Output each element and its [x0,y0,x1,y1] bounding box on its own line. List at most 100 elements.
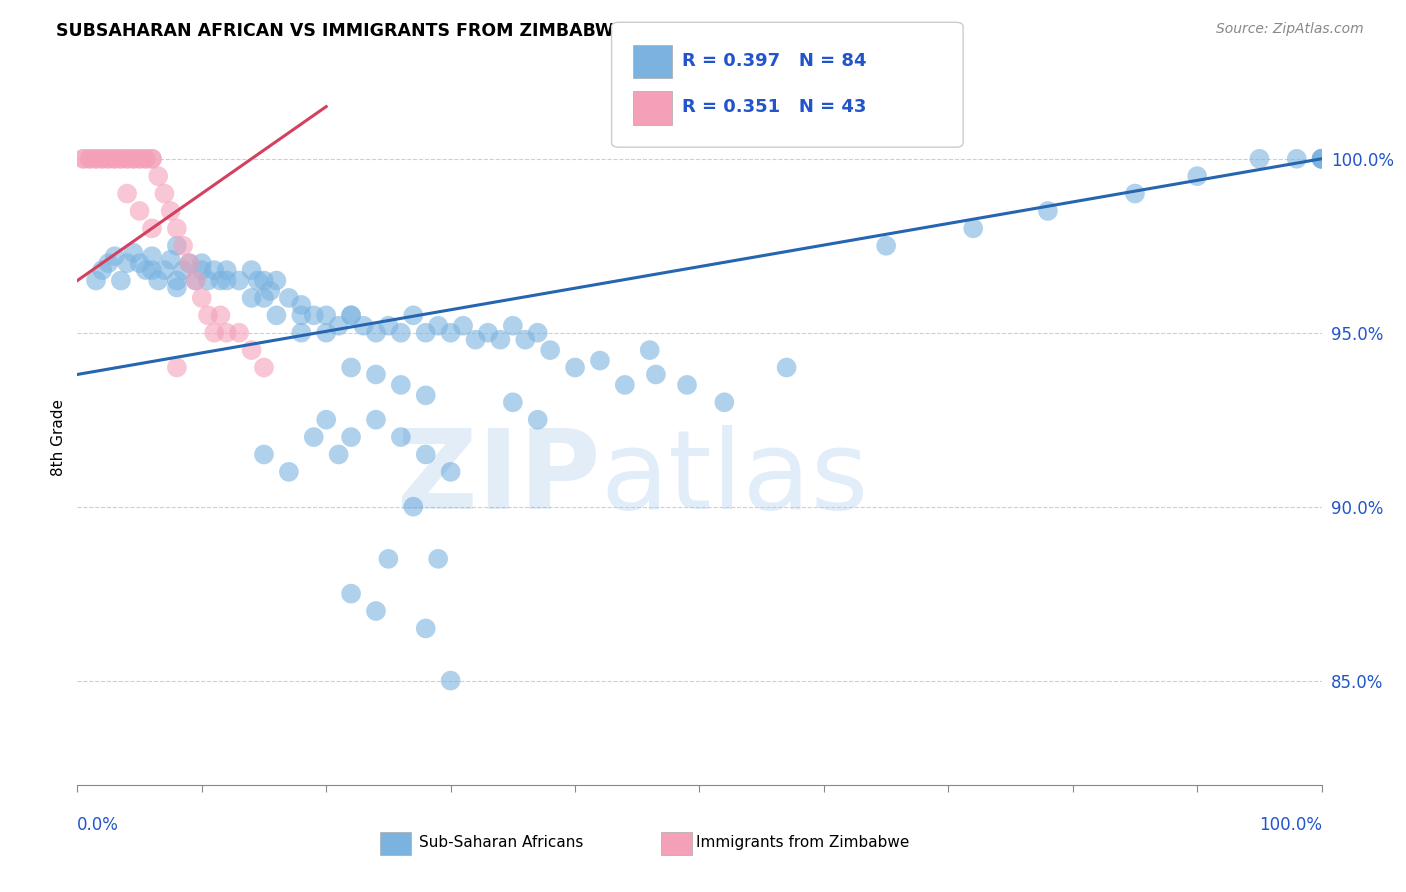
Point [875,239,897,253]
Point [122,245,145,260]
Point [439,673,461,688]
Point [402,500,425,514]
Point [427,552,450,566]
Point [159,204,181,219]
Point [1285,152,1308,166]
Point [191,256,214,270]
Point [538,343,561,358]
Point [364,326,387,340]
Point [253,274,276,288]
Point [290,326,312,340]
Point [315,309,337,323]
Point [464,333,486,347]
Point [166,360,188,375]
Point [104,249,127,263]
Point [228,326,250,340]
Point [315,326,337,340]
Point [1249,152,1271,166]
Point [79,152,101,166]
Point [191,291,214,305]
Point [184,274,207,288]
Point [104,152,127,166]
Point [328,318,350,333]
Point [277,291,299,305]
Point [141,249,163,263]
Point [290,309,312,323]
Point [240,343,263,358]
Point [290,298,312,312]
Point [389,326,412,340]
Point [153,263,176,277]
Point [110,274,132,288]
Point [166,239,188,253]
Point [253,448,276,462]
Point [1310,152,1333,166]
Point [1187,169,1209,184]
Point [340,309,363,323]
Point [259,284,281,298]
Point [202,263,225,277]
Point [91,263,114,277]
Point [1123,186,1146,201]
Point [515,333,537,347]
Point [775,360,797,375]
Point [202,326,225,340]
Text: ZIP: ZIP [396,425,600,533]
Text: Source: ZipAtlas.com: Source: ZipAtlas.com [1216,22,1364,37]
Point [328,448,350,462]
Point [115,152,138,166]
Point [91,152,114,166]
Point [364,413,387,427]
Point [197,309,219,323]
Point [115,186,138,201]
Point [1310,152,1333,166]
Point [526,326,548,340]
Point [128,152,150,166]
Point [1310,152,1333,166]
Text: R = 0.397   N = 84: R = 0.397 N = 84 [682,52,866,70]
Point [72,152,94,166]
Point [135,152,157,166]
Point [1036,204,1059,219]
Point [427,318,450,333]
Text: 0.0%: 0.0% [77,816,120,834]
Point [128,256,150,270]
Point [209,309,232,323]
Point [340,430,363,444]
Point [148,274,170,288]
Point [141,221,163,235]
Point [253,291,276,305]
Point [377,552,399,566]
Point [389,378,412,392]
Point [122,152,145,166]
Point [166,274,188,288]
Point [340,309,363,323]
Point [128,204,150,219]
Point [141,263,163,277]
Point [159,252,181,267]
Point [104,152,127,166]
Point [502,318,524,333]
Point [91,152,114,166]
Point [135,152,157,166]
Point [191,263,214,277]
Point [364,368,387,382]
Point [613,378,636,392]
Point [377,318,399,333]
Point [676,378,699,392]
Point [84,274,107,288]
Point [84,152,107,166]
Point [415,326,437,340]
Point [172,239,194,253]
Point [502,395,524,409]
Point [240,263,263,277]
Point [302,430,325,444]
Point [141,152,163,166]
Point [415,622,437,636]
Point [97,152,120,166]
Point [353,318,375,333]
Point [415,388,437,402]
Point [97,256,120,270]
Point [266,309,288,323]
Text: R = 0.351   N = 43: R = 0.351 N = 43 [682,98,866,116]
